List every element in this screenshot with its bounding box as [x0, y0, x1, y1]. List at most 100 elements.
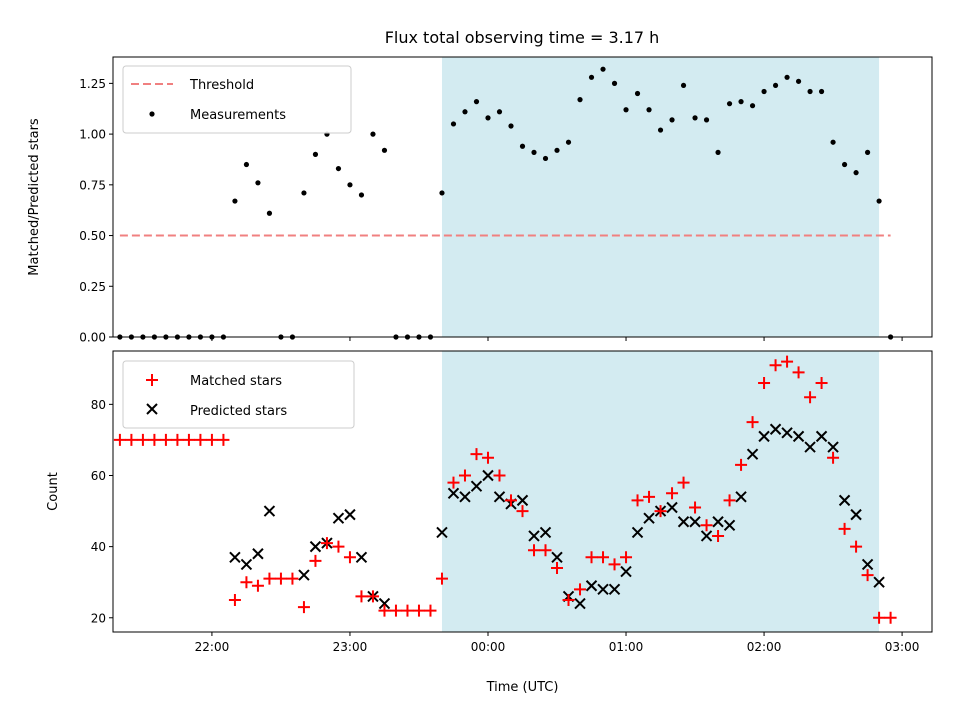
matched-star-point [378, 604, 391, 617]
measurement-point [347, 182, 353, 188]
matched-star-point [643, 490, 656, 503]
matched-star-point [666, 487, 679, 500]
predicted-star-point [470, 480, 483, 492]
ratio-x-ticks [211, 337, 903, 341]
matched-star-point [125, 433, 138, 446]
measurement-point [577, 97, 583, 103]
matched-star-point [631, 494, 644, 507]
measurement-point [703, 117, 710, 123]
measurement-point [623, 107, 629, 113]
count-panel-frame [112, 350, 933, 633]
matched-star-point [493, 469, 506, 482]
predicted-star-point [263, 505, 276, 517]
predicted-star-point [539, 526, 552, 539]
measurement-point [496, 109, 503, 115]
measurement-point [749, 103, 756, 109]
ratio-y-tick-label: 1.00 [79, 128, 106, 142]
chart-title: Flux total observing time = 3.17 h [385, 28, 660, 47]
matched-star-point [458, 469, 471, 482]
measurement-point [807, 88, 813, 95]
matched-star-point [677, 476, 690, 489]
matched-star-point [792, 366, 805, 379]
matched-star-point [815, 377, 828, 390]
measurement-point [358, 192, 365, 198]
predicted-star-point [574, 597, 586, 610]
predicted-star-point [631, 526, 644, 539]
predicted-star-point [861, 558, 874, 571]
matched-star-point [297, 601, 310, 614]
predicted-star-point [677, 516, 690, 528]
predicted-star-point [608, 583, 621, 596]
matched-star-point [850, 540, 863, 553]
measurement-point [519, 143, 526, 149]
count-y-tick-label: 40 [91, 540, 106, 554]
measurement-point [830, 139, 836, 145]
measurement-point [485, 115, 491, 121]
legend-threshold-label: Threshold [189, 78, 254, 93]
matched-star-point [228, 593, 241, 606]
matched-star-point [470, 448, 483, 461]
predicted-star-point [620, 565, 632, 578]
observing-window-shade-bottom [441, 351, 880, 632]
predicted-star-point [689, 516, 701, 528]
x-tick-label: 23:00 [333, 640, 368, 654]
matched-star-point [608, 558, 621, 571]
matched-star-point [148, 433, 161, 446]
matched-star-point [873, 611, 886, 624]
predicted-star-point [815, 430, 828, 443]
ratio-y-tick-label: 0.25 [79, 280, 106, 294]
measurement-point [864, 149, 871, 155]
measurement-point [531, 149, 537, 155]
matched-star-point [412, 604, 425, 617]
predicted-star-point [700, 530, 713, 542]
predicted-star-point [528, 530, 540, 542]
predicted-star-point [447, 487, 460, 499]
measurement-point [381, 147, 388, 153]
matched-star-point [240, 576, 253, 589]
count-legend-box [122, 360, 355, 429]
count-legend: Matched stars Predicted stars [122, 360, 355, 429]
measurement-point [680, 82, 687, 89]
measurement-point [450, 121, 457, 127]
measurement-point [462, 109, 468, 115]
legend-predicted-label: Predicted stars [190, 404, 287, 419]
matched-star-point [447, 476, 460, 489]
matched-star-point [320, 537, 333, 550]
measurement-point [818, 88, 825, 95]
count-y-axis-label: Count [46, 472, 61, 511]
matched-stars-points [113, 355, 897, 624]
matched-star-point [723, 494, 736, 507]
ratio-legend-box [122, 65, 352, 134]
measurement-point [588, 74, 595, 80]
ratio-y-tick-label: 1.25 [79, 77, 106, 91]
measurement-point [255, 180, 261, 186]
predicted-star-point [827, 441, 839, 453]
ratio-panel-frame [112, 56, 933, 338]
measurement-point [726, 101, 733, 107]
measurement-point [646, 107, 652, 113]
matched-star-point [827, 451, 840, 464]
ratio-y-ticks: 0.00 0.25 0.50 0.75 1.00 1.25 [79, 77, 113, 345]
measurement-point [565, 139, 572, 145]
predicted-star-point [551, 551, 563, 564]
ratio-y-axis-label: Matched/Predicted stars [27, 118, 42, 276]
matched-star-point [401, 604, 414, 617]
legend-predicted-swatch [146, 403, 158, 415]
predicted-star-point [344, 508, 356, 521]
matched-star-point [861, 569, 874, 582]
measurement-point [738, 99, 744, 105]
count-y-tick-label: 60 [91, 469, 106, 483]
ratio-panel: 0.00 0.25 0.50 0.75 1.00 1.25 Matched/Predict… [27, 56, 933, 345]
predicted-star-point [792, 430, 805, 443]
predicted-star-point [769, 423, 782, 435]
x-tick-label: 22:00 [195, 640, 230, 654]
matched-star-point [700, 519, 713, 532]
measurement-point [784, 74, 790, 80]
predicted-star-point [229, 551, 241, 564]
x-tick-label: 01:00 [609, 640, 644, 654]
matched-star-point [435, 572, 448, 585]
ratio-y-tick-label: 0.50 [79, 229, 106, 243]
predicted-star-point [309, 540, 322, 553]
